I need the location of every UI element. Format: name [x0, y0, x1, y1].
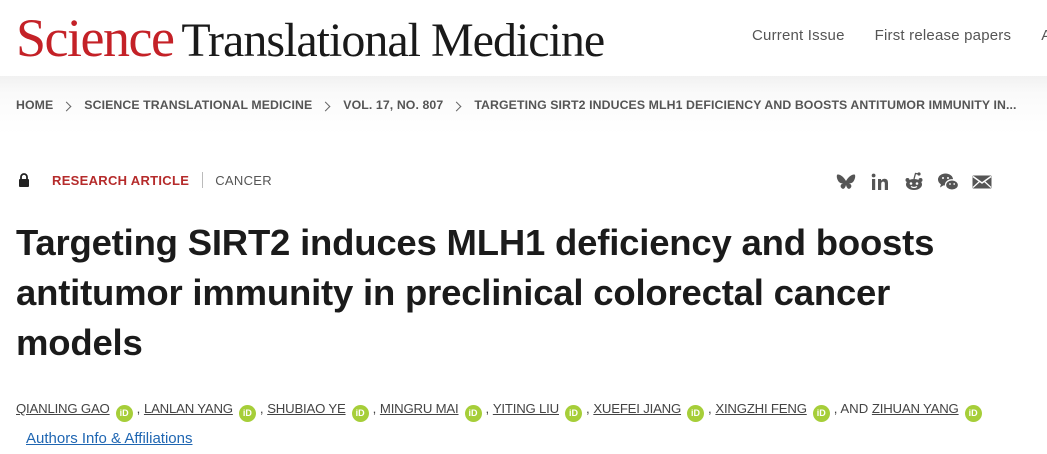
wechat-icon[interactable] — [936, 170, 960, 194]
author-link[interactable]: ZIHUAN YANG — [871, 401, 959, 416]
article-type[interactable]: RESEARCH ARTICLE — [52, 172, 190, 188]
chevron-right-icon — [451, 101, 462, 111]
chevron-right-icon — [320, 101, 331, 111]
lock-icon — [19, 173, 29, 187]
author-link[interactable]: QIANLING GAO — [16, 401, 110, 416]
breadcrumb-band — [0, 76, 1047, 134]
orcid-icon[interactable]: iD — [464, 405, 482, 422]
meta-divider — [202, 172, 204, 188]
reddit-icon[interactable] — [902, 170, 926, 194]
orcid-icon[interactable]: iD — [351, 405, 369, 422]
logo-translational-medicine: Translational Medicine — [181, 14, 605, 67]
share-toolbar — [834, 170, 1004, 194]
author-link[interactable]: XUEFEI JIANG — [593, 401, 682, 416]
email-icon[interactable] — [970, 170, 994, 194]
breadcrumb-issue[interactable]: VOL. 17, NO. 807 — [343, 98, 444, 112]
author-link[interactable]: YITING LIU — [492, 401, 559, 416]
author-link[interactable]: LANLAN YANG — [143, 401, 233, 416]
chevron-right-icon — [61, 101, 72, 111]
and-text: AND — [840, 401, 869, 416]
logo-science: Science — [16, 8, 175, 68]
author-link[interactable]: SHUBIAO YE — [267, 401, 346, 416]
breadcrumb-journal[interactable]: SCIENCE TRANSLATIONAL MEDICINE — [84, 98, 313, 112]
nav-more[interactable]: A — [1041, 27, 1047, 44]
article-meta: RESEARCH ARTICLE CANCER — [18, 172, 272, 188]
orcid-icon[interactable]: iD — [964, 405, 982, 422]
author-link[interactable]: XINGZHI FENG — [715, 401, 807, 416]
linkedin-icon[interactable] — [868, 170, 892, 194]
orcid-icon[interactable]: iD — [115, 405, 133, 422]
orcid-icon[interactable]: iD — [812, 405, 830, 422]
author-list: QIANLING GAO iD, LANLAN YANG iD, SHUBIAO Y… — [16, 394, 1031, 454]
nav-current-issue[interactable]: Current Issue — [752, 27, 845, 44]
article-title: Targeting SIRT2 induces MLH1 deficiency … — [16, 222, 935, 363]
top-nav: Current Issue First release papers A — [752, 27, 1047, 44]
authors-info-affiliations-link[interactable]: Authors Info & Affiliations — [26, 430, 193, 447]
orcid-icon[interactable]: iD — [238, 405, 256, 422]
orcid-icon[interactable]: iD — [564, 405, 582, 422]
author-link[interactable]: MINGRU MAI — [379, 401, 459, 416]
breadcrumb-current: TARGETING SIRT2 INDUCES MLH1 DEFICIENCY … — [474, 98, 1017, 112]
site-header: Science Translational Medicine Current I… — [0, 0, 1047, 76]
journal-logo[interactable]: Science Translational Medicine — [16, 6, 605, 70]
article-subject[interactable]: CANCER — [215, 172, 272, 188]
breadcrumb-home[interactable]: HOME — [16, 98, 54, 112]
nav-first-release-papers[interactable]: First release papers — [874, 27, 1012, 44]
bluesky-icon[interactable] — [834, 170, 858, 194]
orcid-icon[interactable]: iD — [687, 405, 705, 422]
breadcrumb: HOME SCIENCE TRANSLATIONAL MEDICINE VOL.… — [16, 98, 1017, 112]
